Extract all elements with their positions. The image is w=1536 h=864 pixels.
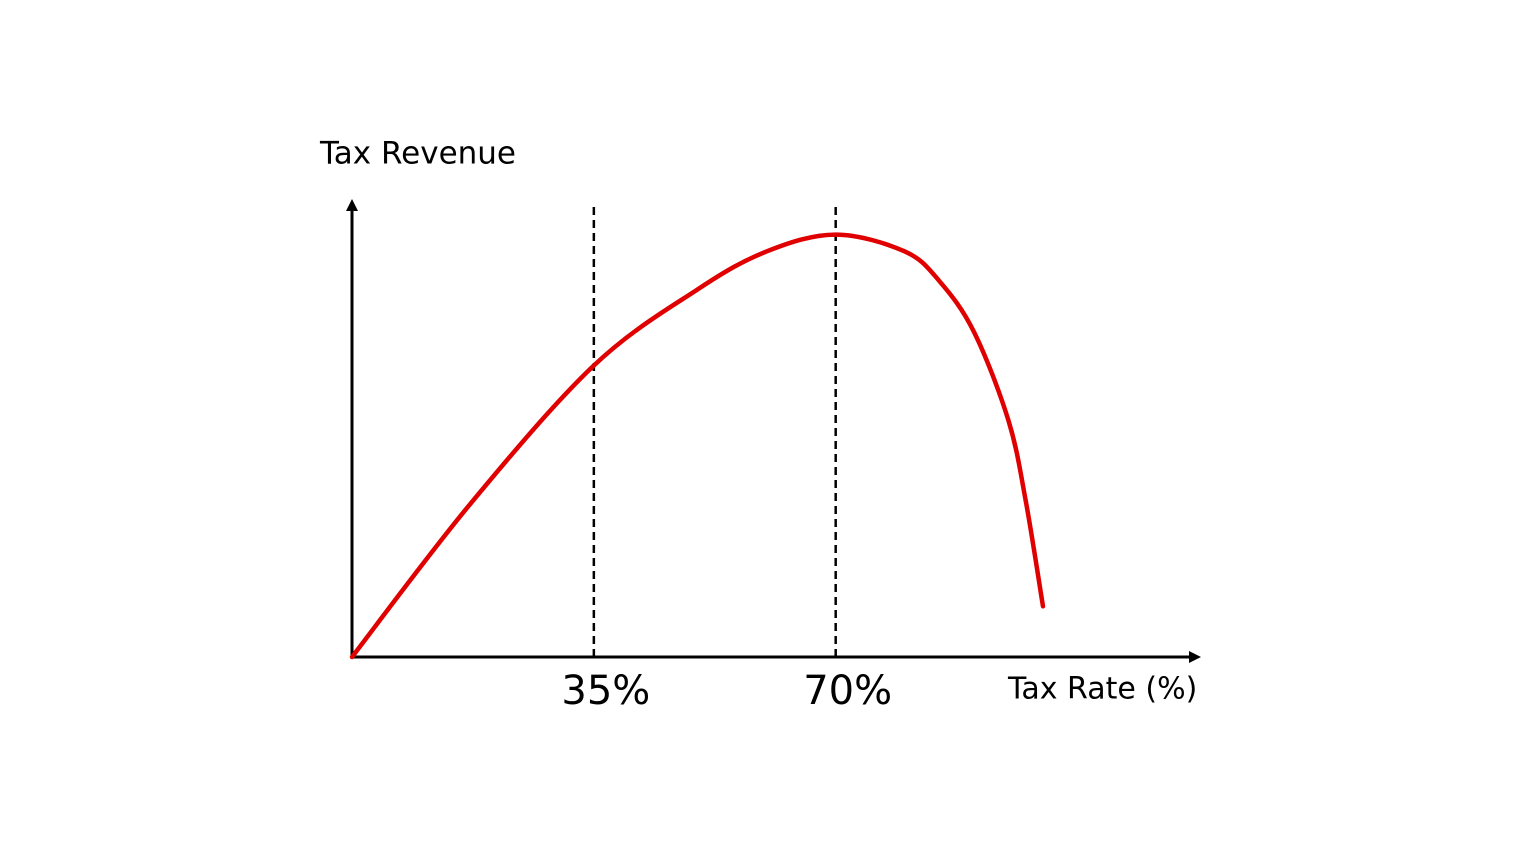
x-tick-label: 70% (803, 668, 892, 714)
x-tick-label: 35% (561, 668, 650, 714)
x-axis-label: Tax Rate (%) (1007, 672, 1197, 707)
curve (349, 232, 1046, 660)
y-axis-label: Tax Revenue (319, 136, 516, 172)
